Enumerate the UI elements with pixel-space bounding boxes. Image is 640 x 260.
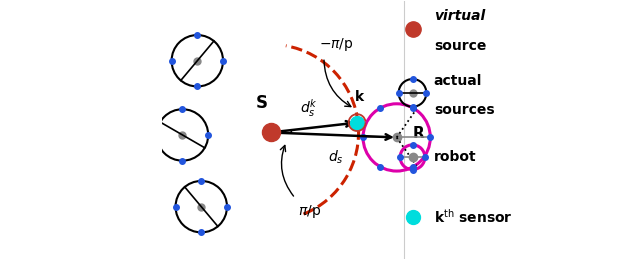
Text: $-\pi$/p: $-\pi$/p bbox=[319, 36, 354, 53]
Text: k$^{\rm th}$ sensor: k$^{\rm th}$ sensor bbox=[434, 208, 513, 225]
Text: virtual: virtual bbox=[434, 9, 485, 23]
Text: source: source bbox=[434, 39, 486, 53]
Text: robot: robot bbox=[434, 150, 476, 164]
Text: sources: sources bbox=[434, 103, 494, 117]
Text: $d_s^k$: $d_s^k$ bbox=[300, 97, 318, 119]
Text: $d_s$: $d_s$ bbox=[328, 149, 344, 166]
Text: k: k bbox=[355, 90, 364, 104]
Text: actual: actual bbox=[434, 74, 482, 88]
Text: R: R bbox=[413, 126, 424, 141]
Text: S: S bbox=[255, 94, 268, 112]
Text: $\pi$/p: $\pi$/p bbox=[298, 203, 321, 220]
